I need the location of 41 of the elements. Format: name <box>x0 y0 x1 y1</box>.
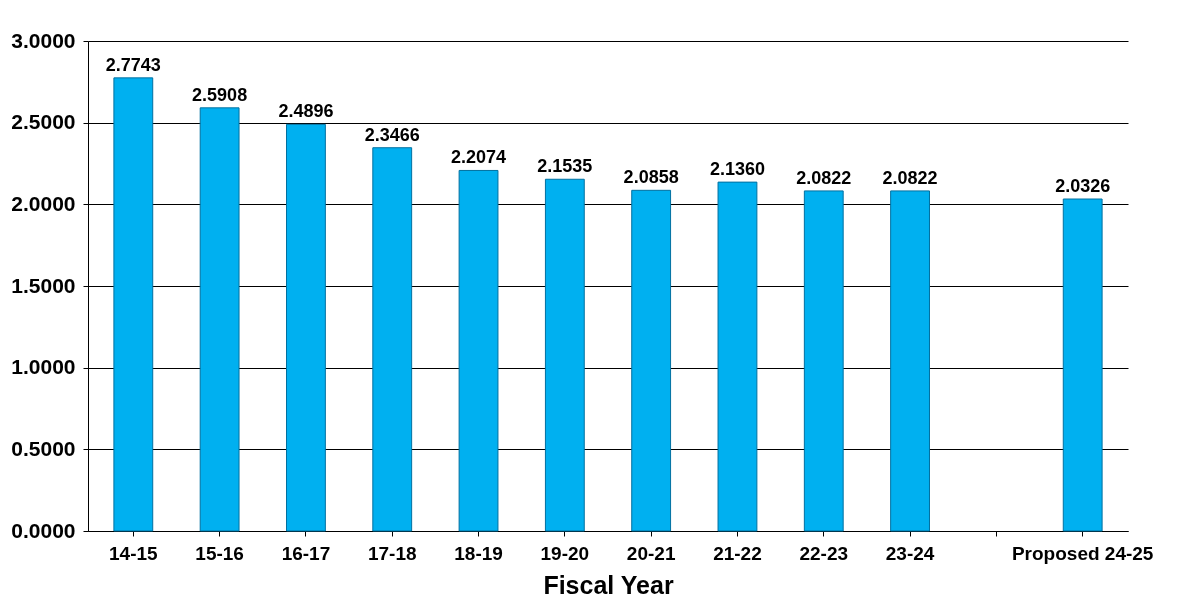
data-label: 2.1360 <box>709 159 765 180</box>
x-tick-label: 19-20 <box>540 542 590 564</box>
data-label: 2.2074 <box>451 147 507 168</box>
y-tick-label: 3.0000 <box>11 28 76 52</box>
bar <box>372 147 413 532</box>
x-tick-label: 15-16 <box>195 542 244 564</box>
x-tick-label: 16-17 <box>281 542 331 564</box>
data-label: 2.0858 <box>623 167 679 188</box>
y-tick-label: 0.0000 <box>11 518 76 542</box>
data-label: 2.1535 <box>537 156 593 177</box>
data-label: 2.5908 <box>192 84 248 105</box>
y-tick-label: 0.5000 <box>11 436 76 460</box>
x-tick-label: 23-24 <box>885 542 935 564</box>
x-tick-label: 18-19 <box>454 542 503 564</box>
bar <box>199 107 240 532</box>
y-tick-label: 2.5000 <box>11 110 76 134</box>
bar <box>286 123 326 532</box>
y-tick-label: 2.0000 <box>11 191 76 215</box>
data-label: 2.4896 <box>278 101 334 122</box>
bar <box>803 190 844 532</box>
bar <box>113 77 154 532</box>
bar <box>717 181 758 532</box>
x-tick-label: 21-22 <box>713 542 762 564</box>
data-label: 2.0822 <box>882 167 938 188</box>
bar <box>631 189 672 532</box>
data-label: 2.0326 <box>1055 176 1111 197</box>
x-tick-label: 22-23 <box>799 542 849 564</box>
x-axis-title: Fiscal Year <box>543 570 674 599</box>
bar <box>1062 198 1103 532</box>
x-tick-label: Proposed 24-25 <box>1011 542 1154 564</box>
y-tick-label: 1.5000 <box>11 273 76 297</box>
data-label: 2.0822 <box>796 167 852 188</box>
x-tick-label: 20-21 <box>626 542 676 564</box>
x-tick-label: 14-15 <box>109 542 159 564</box>
y-tick-label: 1.0000 <box>11 355 76 379</box>
bar <box>890 190 930 532</box>
data-label: 2.7743 <box>105 54 161 75</box>
data-label: 2.3466 <box>364 124 420 145</box>
bar <box>458 169 499 532</box>
x-tick-label: 17-18 <box>367 542 417 564</box>
bar <box>544 178 585 532</box>
